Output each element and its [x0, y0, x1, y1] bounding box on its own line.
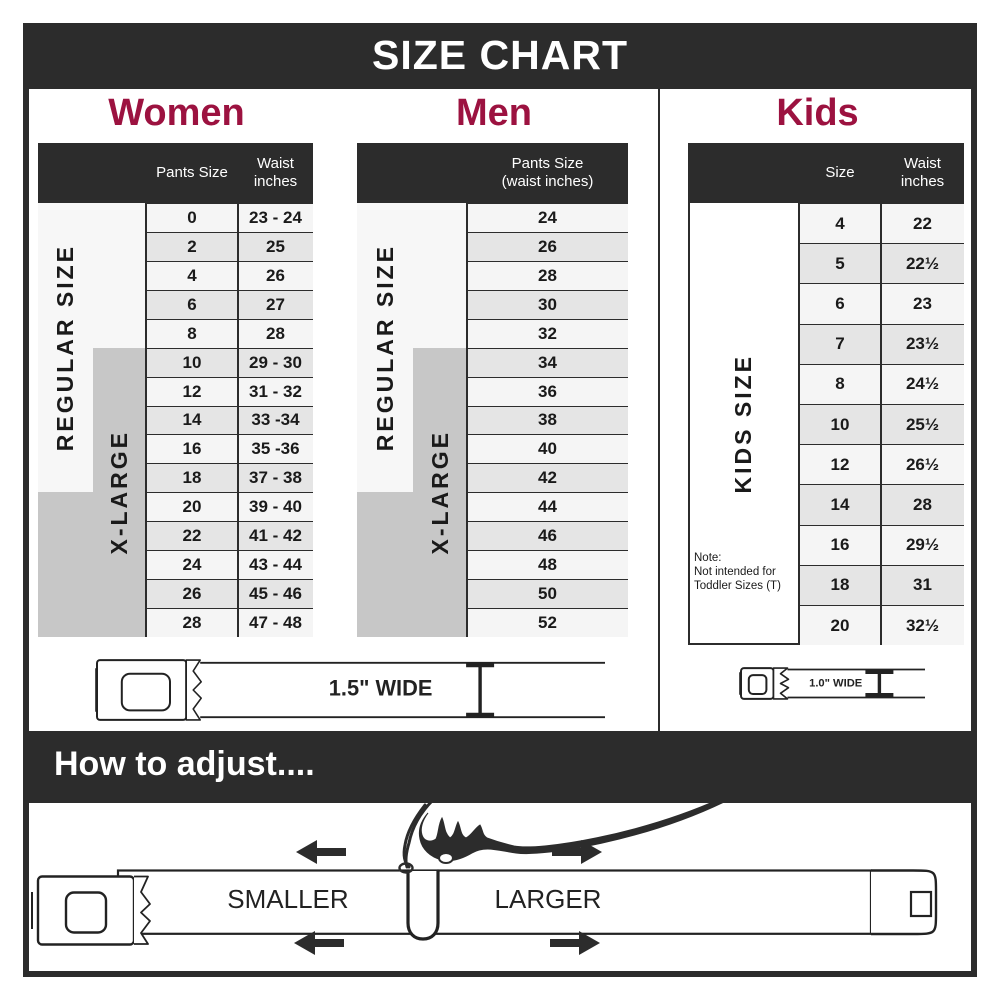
svg-text:1.5" WIDE: 1.5" WIDE: [329, 675, 433, 700]
svg-text:1.0" WIDE: 1.0" WIDE: [809, 677, 863, 689]
svg-text:LARGER: LARGER: [495, 884, 602, 914]
svg-text:SMALLER: SMALLER: [227, 884, 348, 914]
